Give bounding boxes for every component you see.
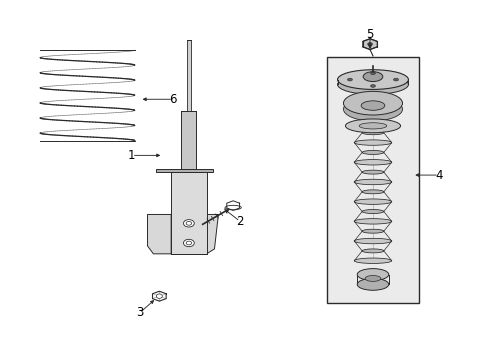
Ellipse shape <box>353 140 391 145</box>
Ellipse shape <box>186 241 191 245</box>
Ellipse shape <box>362 131 383 135</box>
Ellipse shape <box>337 70 407 89</box>
Text: 6: 6 <box>169 93 177 106</box>
Ellipse shape <box>353 179 391 185</box>
Ellipse shape <box>353 159 391 165</box>
Ellipse shape <box>362 229 383 233</box>
Ellipse shape <box>186 221 191 225</box>
Polygon shape <box>156 169 213 172</box>
Polygon shape <box>186 40 191 111</box>
Ellipse shape <box>362 150 383 154</box>
Ellipse shape <box>357 278 388 290</box>
Ellipse shape <box>343 97 402 121</box>
Ellipse shape <box>393 78 398 81</box>
Ellipse shape <box>156 294 162 298</box>
Ellipse shape <box>359 123 386 129</box>
Ellipse shape <box>343 91 402 115</box>
Ellipse shape <box>183 220 194 227</box>
Ellipse shape <box>353 199 391 204</box>
Text: 3: 3 <box>136 306 143 319</box>
Ellipse shape <box>337 75 407 94</box>
Ellipse shape <box>347 78 352 81</box>
Ellipse shape <box>363 72 382 82</box>
Ellipse shape <box>362 210 383 213</box>
Ellipse shape <box>367 42 371 46</box>
Ellipse shape <box>362 170 383 174</box>
Text: 4: 4 <box>434 168 442 181</box>
Ellipse shape <box>353 219 391 224</box>
Polygon shape <box>147 215 171 254</box>
Ellipse shape <box>353 238 391 244</box>
Polygon shape <box>171 172 206 254</box>
Ellipse shape <box>370 72 375 75</box>
Ellipse shape <box>353 258 391 264</box>
Ellipse shape <box>362 249 383 253</box>
Ellipse shape <box>362 190 383 194</box>
Polygon shape <box>362 39 377 50</box>
Ellipse shape <box>183 239 194 247</box>
Ellipse shape <box>345 119 400 133</box>
Ellipse shape <box>357 269 388 280</box>
Text: 2: 2 <box>236 215 244 228</box>
Polygon shape <box>206 215 218 254</box>
Ellipse shape <box>365 275 380 282</box>
Text: 5: 5 <box>366 28 373 41</box>
Ellipse shape <box>361 101 384 110</box>
Bar <box>326 57 418 303</box>
Text: 1: 1 <box>128 149 135 162</box>
Ellipse shape <box>370 85 375 87</box>
Polygon shape <box>181 111 196 172</box>
